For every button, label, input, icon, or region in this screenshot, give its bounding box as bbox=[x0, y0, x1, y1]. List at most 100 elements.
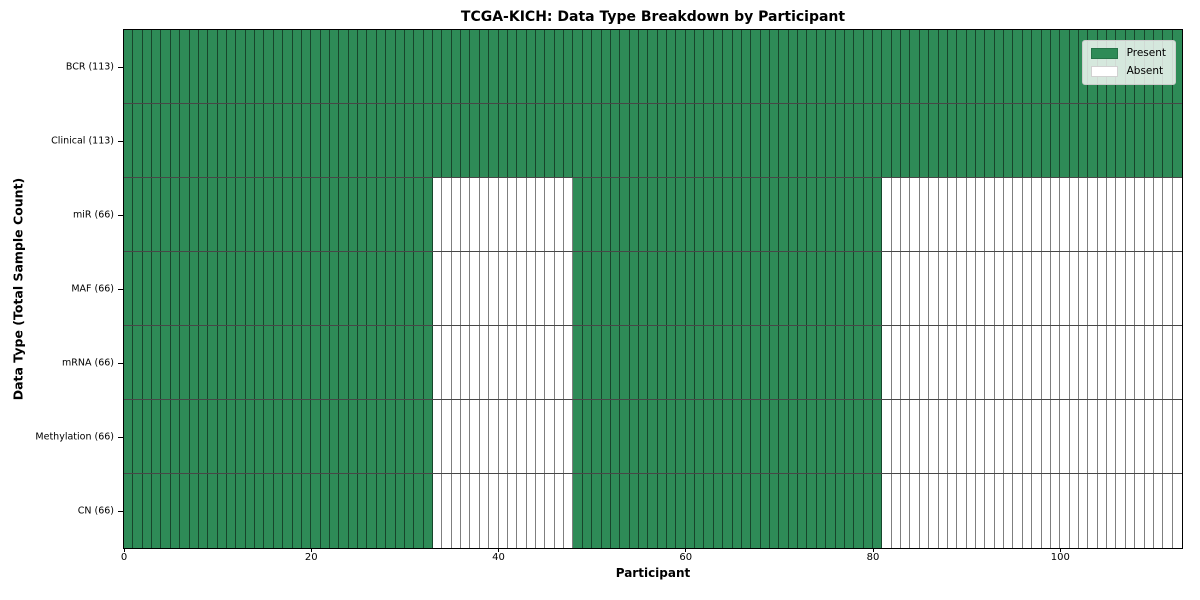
heatmap-cell bbox=[816, 252, 827, 325]
heatmap-cell bbox=[198, 178, 209, 251]
y-tick-label: MAF (66) bbox=[71, 283, 114, 295]
heatmap-cell bbox=[807, 104, 817, 177]
heatmap-cell bbox=[1088, 252, 1098, 325]
x-tick-mark bbox=[498, 548, 499, 552]
heatmap-cell bbox=[573, 400, 583, 473]
heatmap-cell bbox=[217, 30, 227, 103]
heatmap-cell bbox=[198, 400, 209, 473]
heatmap-cell bbox=[760, 30, 771, 103]
heatmap-cell bbox=[339, 104, 349, 177]
heatmap-cell bbox=[358, 474, 368, 548]
heatmap-cell bbox=[545, 474, 555, 548]
heatmap-cell bbox=[376, 326, 387, 399]
heatmap-cell bbox=[189, 104, 199, 177]
heatmap-cell bbox=[1125, 474, 1136, 548]
heatmap-cell bbox=[657, 474, 668, 548]
heatmap-cell bbox=[236, 474, 246, 548]
heatmap-cell bbox=[367, 30, 377, 103]
heatmap-cell bbox=[255, 104, 265, 177]
heatmap-cell bbox=[142, 252, 153, 325]
heatmap-cell bbox=[938, 252, 948, 325]
heatmap-cell bbox=[432, 104, 443, 177]
heatmap-cell bbox=[713, 474, 724, 548]
legend: Present Absent bbox=[1081, 40, 1176, 85]
heatmap-cell bbox=[414, 474, 424, 548]
heatmap-cell bbox=[873, 104, 883, 177]
heatmap-cell bbox=[610, 30, 621, 103]
heatmap-cell bbox=[601, 474, 611, 548]
heatmap-cell bbox=[723, 178, 733, 251]
heatmap-cell bbox=[1041, 178, 1051, 251]
heatmap-cell bbox=[985, 474, 995, 548]
heatmap-cell bbox=[1079, 178, 1089, 251]
heatmap-cell bbox=[957, 326, 967, 399]
heatmap-cell bbox=[704, 104, 714, 177]
heatmap-cell bbox=[1125, 252, 1136, 325]
heatmap-cell bbox=[124, 326, 134, 399]
heatmap-cell bbox=[929, 474, 939, 548]
heatmap-cell bbox=[236, 252, 246, 325]
heatmap-cell bbox=[423, 474, 433, 548]
heatmap-cell bbox=[816, 30, 827, 103]
heatmap-cell bbox=[170, 104, 181, 177]
heatmap-cell bbox=[489, 326, 499, 399]
heatmap-cell bbox=[844, 326, 855, 399]
heatmap-cell bbox=[358, 178, 368, 251]
heatmap-cell bbox=[498, 474, 508, 548]
heatmap-cell bbox=[901, 178, 911, 251]
heatmap-cell bbox=[1032, 474, 1042, 548]
heatmap-cell bbox=[957, 104, 967, 177]
heatmap-cell bbox=[1116, 474, 1126, 548]
heatmap-cell bbox=[779, 252, 789, 325]
heatmap-cell bbox=[273, 474, 284, 548]
heatmap-cell bbox=[1041, 104, 1051, 177]
heatmap-cell bbox=[283, 326, 293, 399]
heatmap-cell bbox=[770, 104, 780, 177]
heatmap-cell bbox=[152, 30, 162, 103]
heatmap-cell bbox=[1125, 104, 1136, 177]
heatmap-cell bbox=[695, 400, 705, 473]
heatmap-cell bbox=[947, 474, 958, 548]
heatmap-cell bbox=[329, 400, 340, 473]
heatmap-cell bbox=[554, 326, 565, 399]
heatmap-cell bbox=[255, 178, 265, 251]
heatmap-cell bbox=[798, 252, 808, 325]
heatmap-cell bbox=[798, 474, 808, 548]
heatmap-cell bbox=[320, 30, 330, 103]
heatmap-cell bbox=[554, 178, 565, 251]
heatmap-cell bbox=[451, 400, 462, 473]
heatmap-cell bbox=[432, 178, 443, 251]
heatmap-cell bbox=[208, 400, 218, 473]
heatmap-cell bbox=[929, 326, 939, 399]
heatmap-cell bbox=[1097, 104, 1108, 177]
heatmap-cell bbox=[994, 474, 1005, 548]
chart-title: TCGA-KICH: Data Type Breakdown by Partic… bbox=[460, 9, 846, 25]
heatmap-cell bbox=[816, 104, 827, 177]
heatmap-cell bbox=[638, 104, 649, 177]
heatmap-cell bbox=[601, 178, 611, 251]
heatmap-cell bbox=[1097, 178, 1108, 251]
heatmap-cell bbox=[348, 104, 359, 177]
heatmap-cell bbox=[517, 252, 527, 325]
heatmap-cell bbox=[461, 326, 471, 399]
heatmap-cell bbox=[713, 30, 724, 103]
heatmap-cell bbox=[919, 104, 930, 177]
heatmap-cell bbox=[339, 252, 349, 325]
heatmap-cell bbox=[376, 474, 387, 548]
heatmap-cell bbox=[161, 474, 171, 548]
heatmap-cell bbox=[1060, 104, 1070, 177]
heatmap-cell bbox=[386, 104, 396, 177]
heatmap-cell bbox=[226, 326, 237, 399]
heatmap-cell bbox=[957, 400, 967, 473]
heatmap-cell bbox=[638, 400, 649, 473]
heatmap-cell bbox=[957, 252, 967, 325]
heatmap-cell bbox=[648, 30, 658, 103]
heatmap-cell bbox=[236, 30, 246, 103]
heatmap-cell bbox=[273, 30, 284, 103]
heatmap-cell bbox=[713, 178, 724, 251]
heatmap-cell bbox=[929, 400, 939, 473]
heatmap-cell bbox=[826, 104, 836, 177]
heatmap-cell bbox=[273, 326, 284, 399]
heatmap-cell bbox=[1069, 326, 1079, 399]
heatmap-cell bbox=[161, 30, 171, 103]
